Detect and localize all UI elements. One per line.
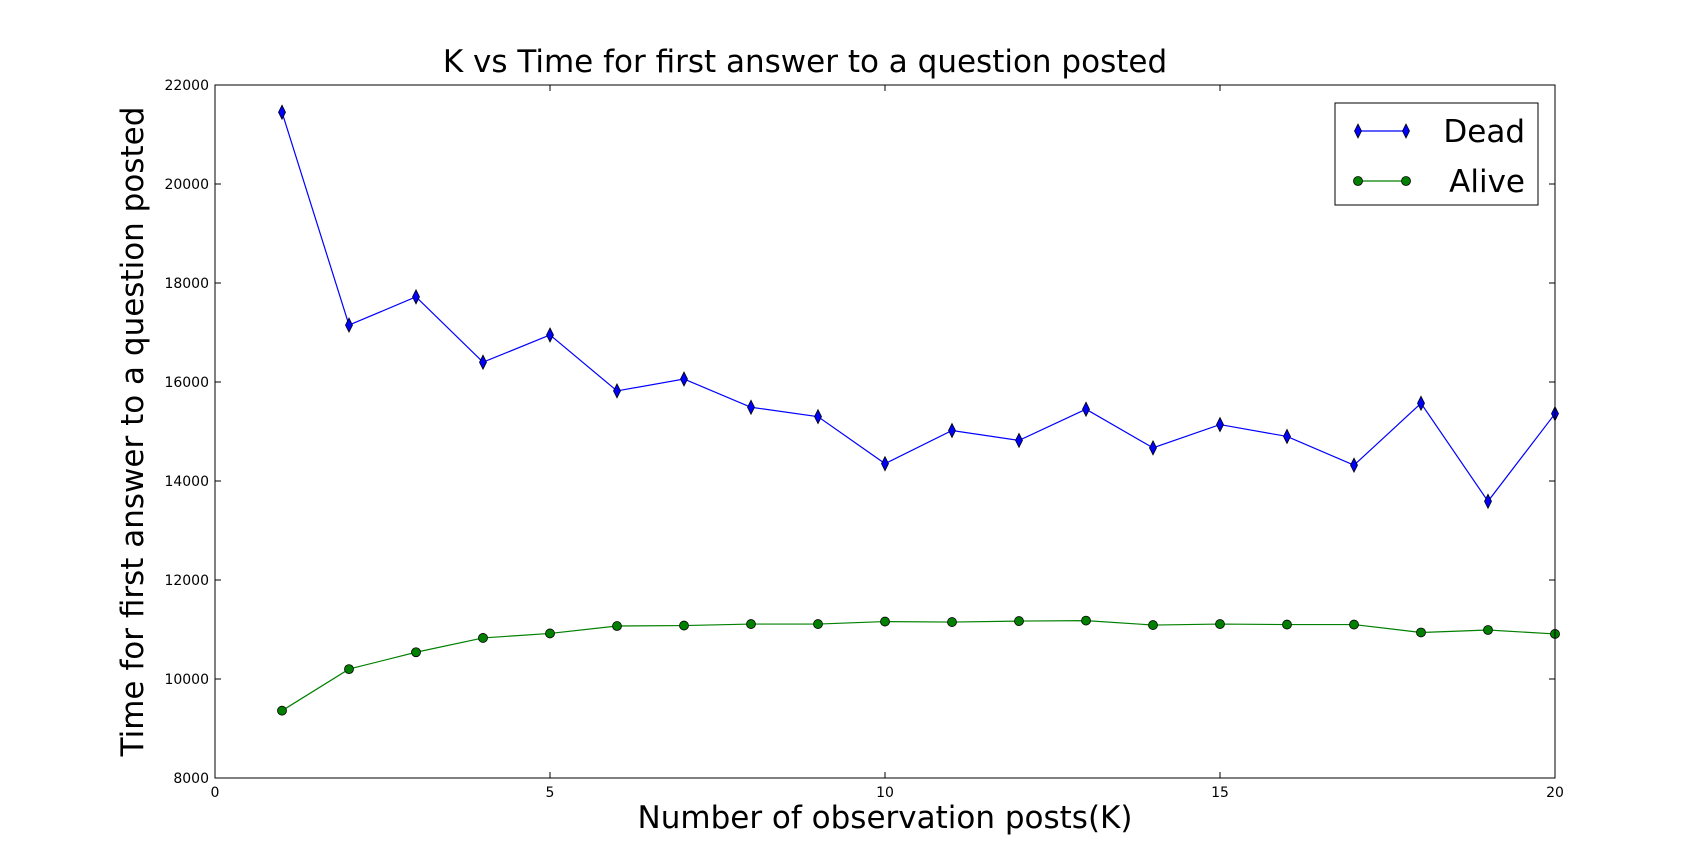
y-tick-label-12000: 12000 [164,573,209,589]
data-point-alive-18 [1416,627,1426,638]
data-point-dead-16 [1283,428,1291,445]
data-point-dead-10 [881,455,889,472]
data-point-alive-11 [947,617,957,627]
legend-marker-dead-end [1402,123,1410,139]
data-point-dead-4 [479,354,487,371]
data-point-dead-13 [1082,401,1090,418]
data-point-dead-15 [1216,416,1224,433]
data-point-alive-16 [1282,619,1292,630]
data-point-alive-4 [478,633,488,643]
data-point-alive-2 [344,664,354,674]
data-point-alive-15 [1215,619,1225,629]
data-point-alive-17 [1349,619,1359,630]
data-point-alive-14 [1148,620,1158,630]
data-point-dead-2 [345,317,353,333]
x-axis-label: Number of observation posts(K) [638,800,1133,836]
y-tick-label-16000: 16000 [164,375,209,391]
data-point-dead-1 [278,104,286,121]
data-point-alive-5 [545,628,555,639]
y-tick-label-18000: 18000 [164,276,209,292]
data-point-dead-18 [1417,395,1425,412]
series-layer [277,104,1560,716]
data-point-dead-11 [948,422,956,439]
y-axis-label: Time for first answer to a question post… [115,107,151,758]
data-point-dead-17 [1350,457,1358,474]
data-point-dead-7 [680,371,688,387]
data-point-alive-9 [813,619,823,629]
chart-title: K vs Time for first answer to a question… [443,44,1167,80]
data-point-dead-8 [747,399,755,416]
series-line-dead [281,112,1556,503]
data-point-alive-8 [746,619,756,629]
data-point-alive-19 [1483,625,1493,635]
data-point-alive-3 [411,647,421,658]
data-point-alive-7 [679,620,689,631]
y-tick-label-22000: 22000 [164,78,209,94]
legend-label-alive: Alive [1449,164,1525,200]
legend-label-dead: Dead [1443,114,1525,150]
data-point-alive-13 [1081,615,1091,626]
data-point-dead-12 [1015,432,1023,449]
data-point-dead-6 [613,383,621,399]
x-tick-label-10: 10 [876,785,894,801]
legend-marker-alive-start [1353,176,1363,186]
y-tick-label-20000: 20000 [164,177,209,193]
data-point-alive-10 [880,616,890,627]
data-point-alive-6 [612,621,622,631]
ticks-layer: 0 5 10 15 20 8000 10000 12000 14000 16000 18000 200… [164,78,1563,801]
legend-marker-alive-end [1401,176,1411,186]
data-point-alive-1 [277,705,287,716]
legend-entries [1353,123,1411,186]
legend-frame [1334,102,1539,206]
y-tick-label-10000: 10000 [164,672,209,688]
legend-marker-dead-start [1354,123,1362,139]
x-tick-label-0: 0 [211,785,220,801]
x-tick-label-20: 20 [1546,785,1564,801]
data-point-dead-19 [1484,493,1492,510]
series-line-alive [281,619,1556,712]
data-point-dead-5 [546,327,554,343]
x-tick-label-15: 15 [1211,785,1229,801]
legend: Dead Alive [1334,102,1539,206]
y-tick-label-8000: 8000 [173,771,209,787]
y-tick-label-14000: 14000 [164,474,209,490]
x-tick-label-5: 5 [546,785,555,801]
data-point-dead-3 [412,288,420,305]
data-point-dead-14 [1149,439,1157,456]
data-point-alive-12 [1014,616,1024,626]
data-point-dead-9 [814,408,822,425]
